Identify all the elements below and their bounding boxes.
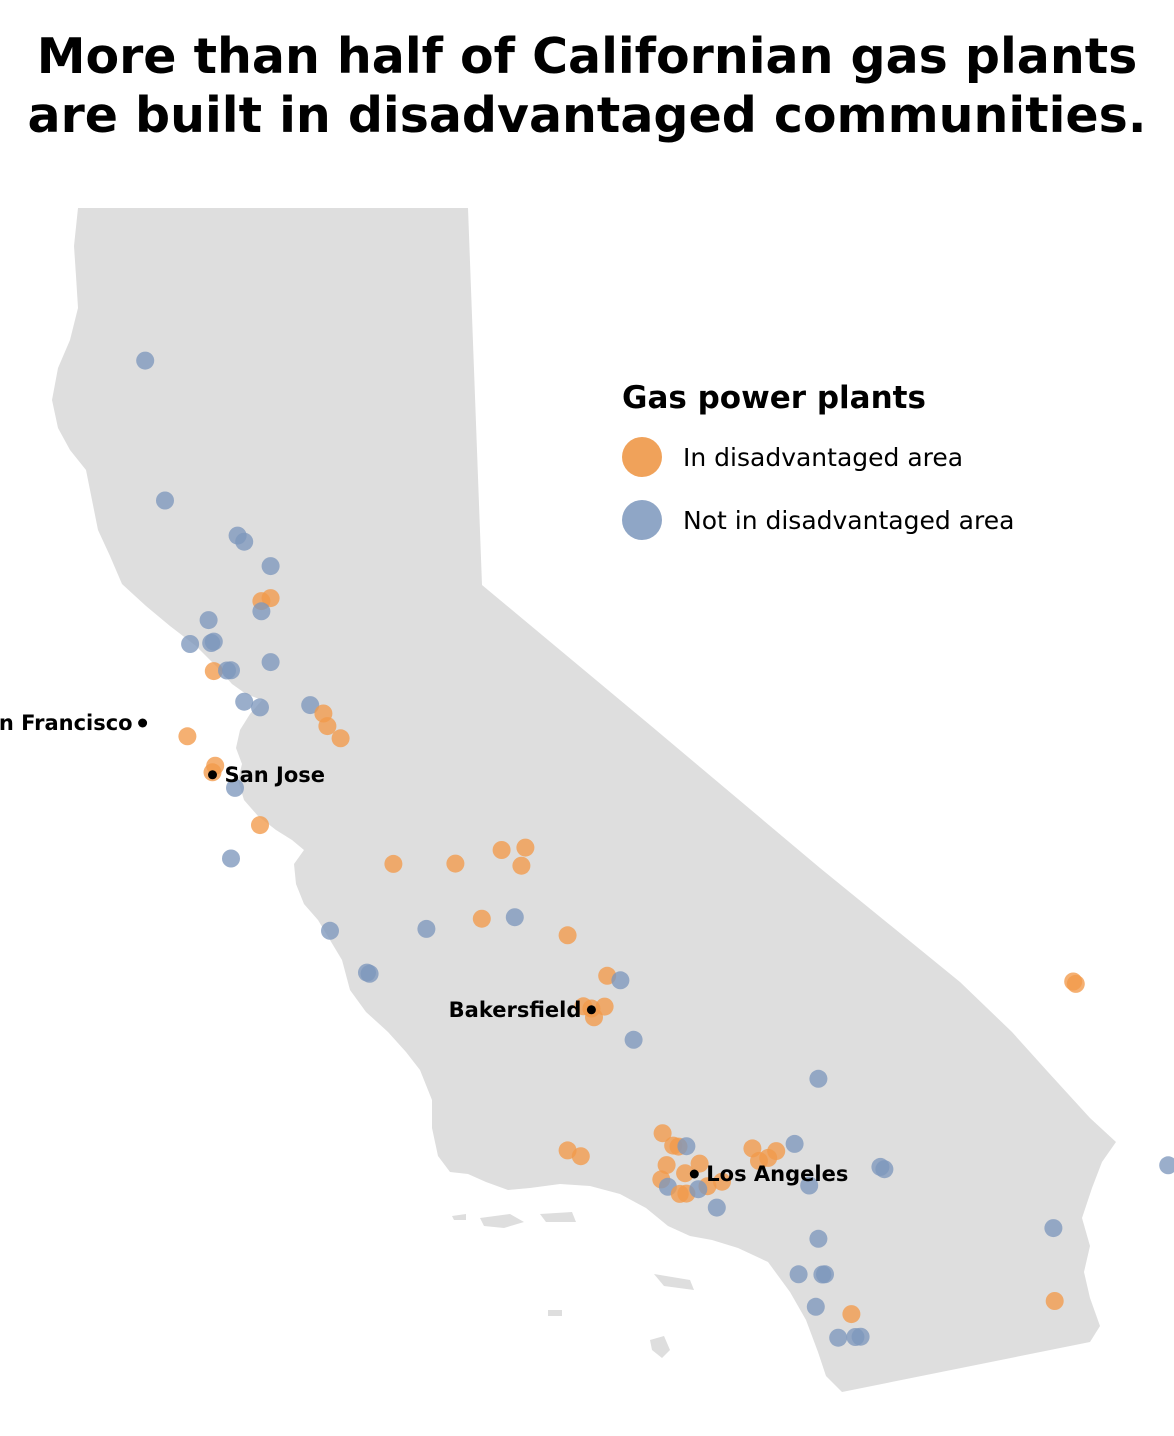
plant-disadvantaged <box>690 1154 709 1173</box>
plant-not-disadvantaged <box>321 921 339 940</box>
plant-disadvantaged <box>713 1172 731 1191</box>
city-dot <box>208 770 217 780</box>
plant-not-disadvantaged <box>851 1327 870 1346</box>
legend-swatch-not-disadvantaged <box>622 500 662 541</box>
city-dot <box>586 1005 596 1015</box>
plant-not-disadvantaged <box>1159 1156 1174 1175</box>
plant-disadvantaged <box>676 1164 695 1183</box>
island-6 <box>548 1310 562 1316</box>
legend-label-disadvantaged: In disadvantaged area <box>683 442 964 472</box>
plant-not-disadvantaged <box>875 1160 894 1179</box>
plant-disadvantaged <box>1066 974 1085 993</box>
california-landmass <box>52 208 1116 1392</box>
city-label: San Jose <box>225 763 326 787</box>
city-layer: San Francisco San Jose Bakersfield Los Ange… <box>0 711 848 1186</box>
plant-not-disadvantaged <box>829 1328 848 1347</box>
land-layer <box>52 208 1116 1392</box>
plant-disadvantaged <box>251 816 269 835</box>
island-4 <box>654 1274 694 1290</box>
legend-item-disadvantaged: In disadvantaged area <box>622 437 1142 478</box>
plant-disadvantaged <box>842 1305 861 1324</box>
plant-not-disadvantaged <box>417 919 436 938</box>
plant-disadvantaged <box>492 841 511 859</box>
plant-disadvantaged <box>318 717 337 736</box>
plant-disadvantaged <box>653 1124 672 1143</box>
plant-not-disadvantaged <box>789 1265 808 1284</box>
plant-disadvantaged <box>178 727 197 746</box>
city-label: San Francisco <box>0 711 133 735</box>
island-3 <box>452 1214 466 1220</box>
plant-not-disadvantaged <box>1044 1219 1063 1238</box>
plant-not-disadvantaged <box>251 698 269 717</box>
plant-disadvantaged <box>204 662 223 681</box>
plant-disadvantaged <box>384 854 403 873</box>
city-dot <box>138 718 148 728</box>
map-title: More than half of Californian gas plants… <box>0 28 1174 146</box>
plant-not-disadvantaged <box>785 1134 804 1153</box>
plant-disadvantaged <box>571 1147 590 1166</box>
plant-not-disadvantaged <box>624 1030 643 1049</box>
plant-not-disadvantaged <box>199 611 218 630</box>
plant-not-disadvantaged <box>809 1069 828 1088</box>
plant-not-disadvantaged <box>156 491 174 510</box>
plant-disadvantaged <box>472 909 491 928</box>
plant-not-disadvantaged <box>222 849 240 868</box>
plant-not-disadvantaged <box>261 557 280 576</box>
city-marker: San Jose <box>208 763 325 787</box>
plant-disadvantaged <box>657 1156 676 1175</box>
plant-not-disadvantaged <box>301 696 320 715</box>
plant-not-disadvantaged <box>204 632 223 651</box>
city-marker: Bakersfield <box>449 998 596 1022</box>
plant-not-disadvantaged <box>816 1265 834 1284</box>
city-marker: San Francisco <box>0 711 148 735</box>
plant-not-disadvantaged <box>806 1297 825 1316</box>
plant-not-disadvantaged <box>677 1137 696 1156</box>
legend: Gas power plants In disadvantaged area N… <box>622 380 1142 563</box>
plant-disadvantaged <box>446 854 465 873</box>
plant-not-disadvantaged <box>252 602 271 621</box>
plant-disadvantaged <box>558 926 577 945</box>
plant-not-disadvantaged <box>689 1180 708 1199</box>
plant-not-disadvantaged <box>226 778 244 797</box>
plant-disadvantaged <box>261 589 280 608</box>
legend-swatch-disadvantaged <box>622 437 662 478</box>
plant-not-disadvantaged <box>809 1229 828 1248</box>
plant-not-disadvantaged <box>800 1176 819 1195</box>
plant-not-disadvantaged <box>611 971 630 990</box>
plant-not-disadvantaged <box>261 653 280 672</box>
plant-not-disadvantaged <box>235 532 254 551</box>
legend-label-not-disadvantaged: Not in disadvantaged area <box>683 505 1015 535</box>
plant-not-disadvantaged <box>235 692 254 711</box>
plant-disadvantaged <box>512 856 531 875</box>
island-2 <box>540 1212 576 1222</box>
city-marker: Los Angeles <box>689 1162 848 1186</box>
plant-layer <box>136 351 1174 1347</box>
island-5 <box>650 1336 670 1358</box>
city-label: Bakersfield <box>449 998 582 1022</box>
legend-item-not-disadvantaged: Not in disadvantaged area <box>622 500 1142 541</box>
city-label: Los Angeles <box>706 1162 848 1186</box>
plant-disadvantaged <box>331 729 350 748</box>
plant-not-disadvantaged <box>707 1198 726 1217</box>
plant-disadvantaged <box>1045 1292 1064 1310</box>
plant-not-disadvantaged <box>181 635 200 653</box>
plant-not-disadvantaged <box>136 351 155 370</box>
city-dot <box>689 1169 699 1179</box>
island-1 <box>480 1214 524 1228</box>
plant-disadvantaged <box>767 1142 786 1161</box>
map-title-line-2: are built in disadvantaged communities. <box>27 86 1147 144</box>
legend-title: Gas power plants <box>622 380 926 416</box>
map-title-line-1: More than half of Californian gas plants <box>36 28 1138 85</box>
plant-not-disadvantaged <box>222 661 240 680</box>
plant-disadvantaged <box>516 838 535 857</box>
plant-not-disadvantaged <box>360 964 379 983</box>
plant-not-disadvantaged <box>505 908 524 927</box>
